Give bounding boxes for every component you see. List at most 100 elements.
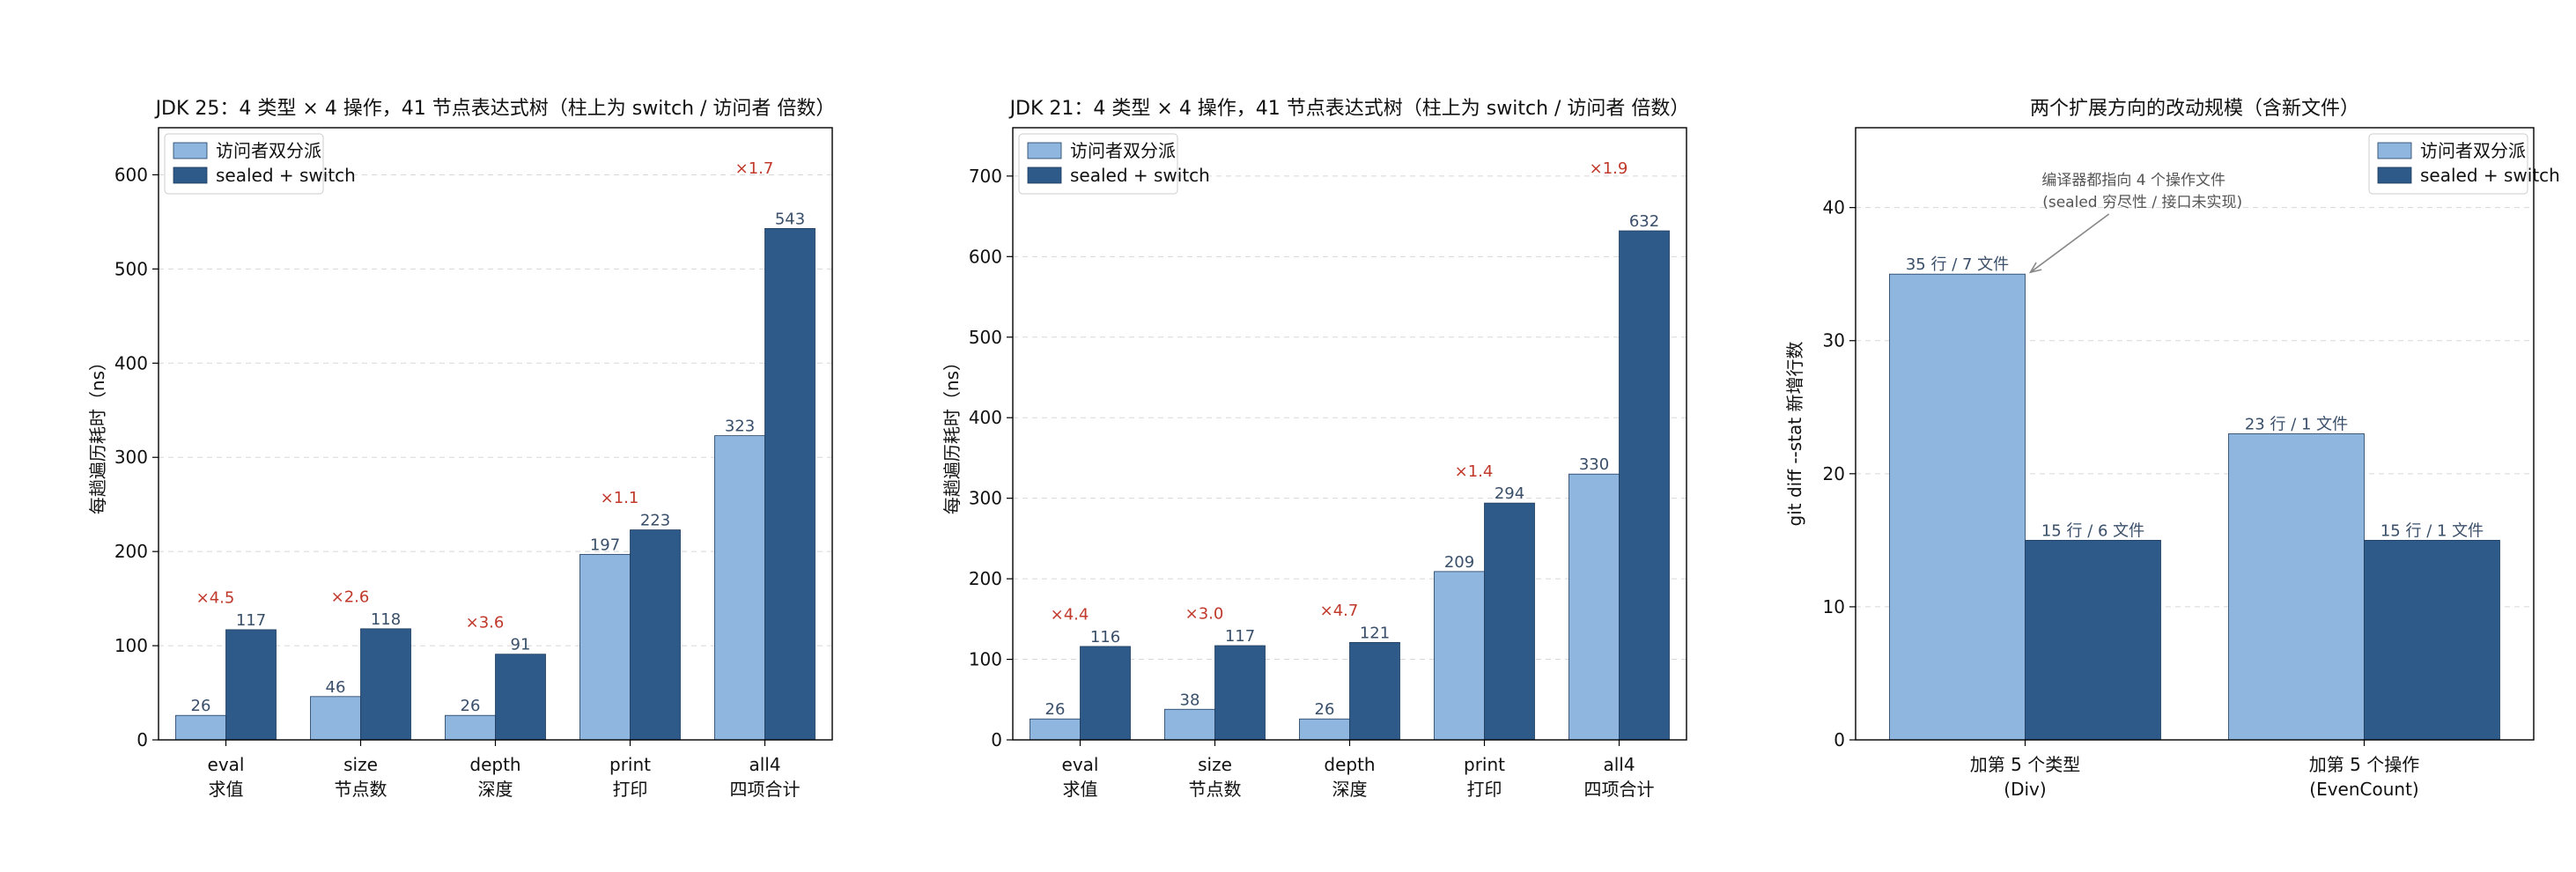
legend-swatch-dispatch bbox=[1027, 142, 1062, 159]
y-tick-label: 0 bbox=[137, 729, 148, 750]
x-tick-label: eval bbox=[1062, 754, 1099, 775]
bar-switch bbox=[1619, 230, 1670, 741]
bar-switch bbox=[764, 228, 816, 741]
ratio-label: ×3.0 bbox=[1185, 605, 1224, 624]
bar-dispatch bbox=[175, 714, 226, 741]
bar-value-label: 323 bbox=[725, 418, 755, 436]
y-axis-label: 每趟遍历耗时（ns） bbox=[941, 353, 963, 514]
bar-value-label: 46 bbox=[326, 678, 346, 697]
bar-value-label: 35 行 / 7 文件 bbox=[1906, 255, 2009, 274]
bar-value-label: 15 行 / 1 文件 bbox=[2380, 521, 2484, 540]
legend-swatch-switch bbox=[173, 166, 208, 184]
bar-switch bbox=[2364, 539, 2500, 741]
bar-switch bbox=[1214, 645, 1266, 741]
bar-value-label: 91 bbox=[511, 636, 531, 654]
y-tick-label: 40 bbox=[1823, 197, 1845, 218]
bar-switch bbox=[225, 629, 277, 741]
y-tick-label: 20 bbox=[1823, 463, 1845, 484]
annotation-line-1: 编译器都指向 4 个操作文件 bbox=[2041, 172, 2225, 189]
bar-value-label: 26 bbox=[1315, 700, 1335, 719]
chart-title: JDK 25：4 类型 × 4 操作，41 节点表达式树（柱上为 switch … bbox=[154, 98, 836, 120]
bar-value-label: 23 行 / 1 文件 bbox=[2245, 416, 2348, 434]
bar-value-label: 294 bbox=[1495, 484, 1524, 503]
ratio-label: ×1.1 bbox=[601, 489, 639, 507]
bar-value-label: 15 行 / 6 文件 bbox=[2041, 521, 2144, 540]
chart-title: 两个扩展方向的改动规模（含新文件） bbox=[2030, 98, 2359, 120]
legend-swatch-dispatch bbox=[2377, 142, 2412, 159]
bar-value-label: 26 bbox=[1045, 700, 1066, 719]
chart-title: JDK 21：4 类型 × 4 操作，41 节点表达式树（柱上为 switch … bbox=[1008, 98, 1690, 120]
y-tick-label: 200 bbox=[969, 568, 1002, 589]
bar-value-label: 330 bbox=[1579, 455, 1609, 474]
x-tick-label: print bbox=[1464, 754, 1505, 775]
x-tick-sublabel: 节点数 bbox=[1189, 779, 1242, 800]
x-tick-label: size bbox=[343, 754, 378, 775]
bar-value-label: 117 bbox=[236, 611, 266, 630]
y-tick-label: 300 bbox=[969, 488, 1002, 509]
y-tick-label: 300 bbox=[114, 447, 148, 468]
legend-label: 访问者双分派 bbox=[1070, 140, 1176, 161]
ratio-label: ×2.6 bbox=[331, 588, 370, 607]
x-tick-sublabel: 节点数 bbox=[335, 779, 388, 800]
y-axis-label: git diff --stat 新增行数 bbox=[1784, 342, 1805, 527]
x-tick-sublabel: 深度 bbox=[1332, 779, 1368, 800]
bar-value-label: 26 bbox=[461, 697, 481, 715]
x-tick-label: 加第 5 个操作 bbox=[2309, 754, 2419, 775]
legend-label: 访问者双分派 bbox=[2420, 140, 2526, 161]
bar-switch bbox=[630, 529, 681, 741]
y-tick-label: 10 bbox=[1823, 596, 1845, 617]
bar-value-label: 121 bbox=[1360, 624, 1390, 642]
bar-value-label: 117 bbox=[1225, 627, 1255, 646]
bar-dispatch bbox=[1434, 571, 1485, 741]
bar-dispatch bbox=[1164, 708, 1215, 741]
x-tick-label: 加第 5 个类型 bbox=[1970, 754, 2080, 775]
bar-value-label: 26 bbox=[191, 697, 211, 715]
annotation-arrowhead bbox=[2028, 262, 2042, 274]
y-tick-label: 100 bbox=[969, 649, 1002, 670]
x-tick-label: all4 bbox=[749, 754, 780, 775]
bar-value-label: 543 bbox=[775, 210, 805, 228]
y-tick-label: 600 bbox=[114, 164, 148, 185]
bar-dispatch bbox=[1568, 473, 1620, 741]
ratio-label: ×3.6 bbox=[466, 613, 505, 632]
bar-dispatch bbox=[2228, 433, 2365, 741]
bar-value-label: 209 bbox=[1444, 553, 1474, 572]
x-tick-label: depth bbox=[1324, 754, 1375, 775]
bar-dispatch bbox=[714, 435, 765, 741]
y-tick-label: 500 bbox=[969, 327, 1002, 348]
chart-panel-diff-size: 0 10 20 30 40 35 行 / 7 文件 23 行 / 1 文件 15 行 / 6 … bbox=[1784, 98, 2560, 800]
legend-label: 访问者双分派 bbox=[216, 140, 321, 161]
chart-panel-jdk25: 0 100 200 300 400 500 600 26 46 26 197 323 117 118 91 2… bbox=[87, 98, 835, 800]
x-tick-sublabel: (EvenCount) bbox=[2309, 779, 2418, 800]
y-tick-label: 100 bbox=[114, 635, 148, 656]
annotation-arrow bbox=[2030, 213, 2110, 273]
legend-swatch-switch bbox=[2377, 166, 2412, 184]
x-tick-sublabel: 求值 bbox=[209, 779, 244, 800]
legend-swatch-switch bbox=[1027, 166, 1062, 184]
legend-label: sealed + switch bbox=[2420, 165, 2560, 186]
y-axis-label: 每趟遍历耗时（ns） bbox=[87, 353, 108, 514]
bar-switch bbox=[360, 628, 411, 741]
x-tick-sublabel: 打印 bbox=[613, 779, 648, 800]
bar-dispatch bbox=[1030, 718, 1081, 741]
bar-dispatch bbox=[310, 696, 361, 741]
bar-switch bbox=[1349, 641, 1400, 741]
chart-panel-jdk21: 0 100 200 300 400 500 600 700 26 38 26 209 330 116 117… bbox=[941, 98, 1689, 800]
bar-switch bbox=[1080, 646, 1131, 741]
x-tick-label: depth bbox=[469, 754, 520, 775]
bar-value-label: 38 bbox=[1180, 691, 1200, 709]
bar-switch bbox=[2025, 539, 2161, 741]
y-tick-label: 500 bbox=[114, 258, 148, 279]
bar-value-label: 632 bbox=[1629, 212, 1659, 231]
bar-value-label: 197 bbox=[590, 536, 620, 554]
bar-dispatch bbox=[1299, 718, 1350, 741]
annotation-line-2: (sealed 穷尽性 / 接口未实现) bbox=[2042, 194, 2242, 211]
ratio-label: ×4.5 bbox=[196, 589, 235, 608]
y-tick-label: 30 bbox=[1823, 330, 1845, 351]
bar-value-label: 116 bbox=[1090, 628, 1120, 647]
legend-label: sealed + switch bbox=[216, 165, 356, 186]
bar-dispatch bbox=[579, 553, 631, 741]
ratio-label: ×1.9 bbox=[1590, 159, 1628, 178]
x-tick-sublabel: 打印 bbox=[1467, 779, 1502, 800]
